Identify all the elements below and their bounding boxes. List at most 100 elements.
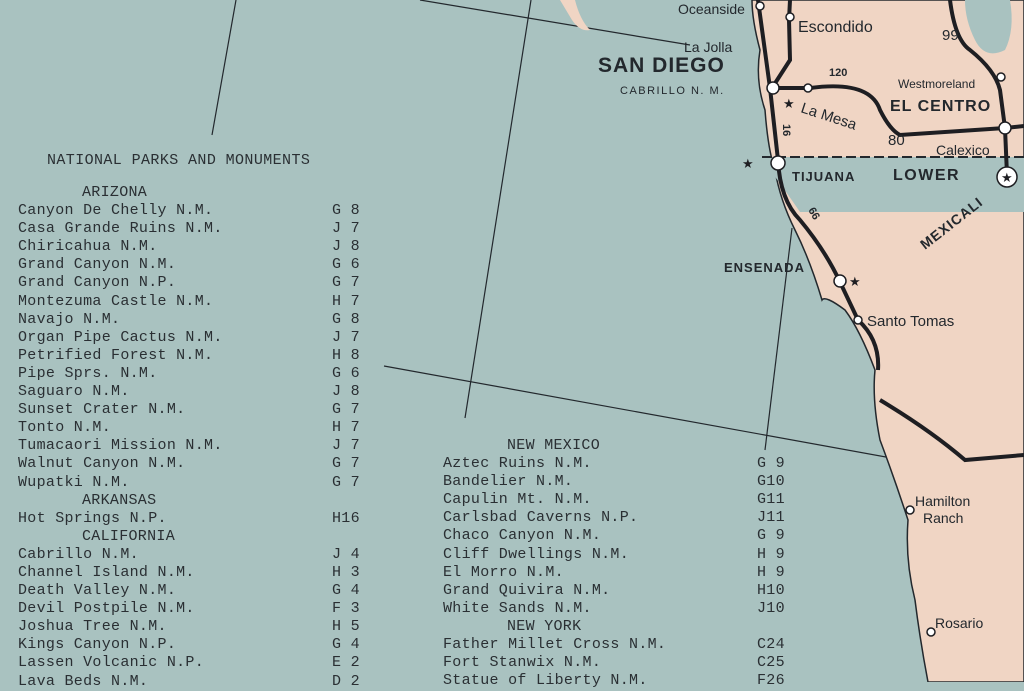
state-heading: ARKANSAS <box>82 491 157 509</box>
park-entry: Devil Postpile N.M. F 3 <box>18 600 378 618</box>
park-name: Chiricahua N.M. <box>18 238 158 256</box>
svg-text:★: ★ <box>1001 171 1013 186</box>
park-name: Carlsbad Caverns N.P. <box>443 509 639 527</box>
svg-text:★: ★ <box>742 157 754 172</box>
route-99-shield: 99 <box>942 27 959 44</box>
grid-code: G 8 <box>332 202 360 220</box>
grid-code: H 9 <box>757 545 785 563</box>
grid-code: F 3 <box>332 600 360 618</box>
grid-code: G 6 <box>332 364 360 382</box>
map-label-ensenada: ENSENADA <box>724 260 805 275</box>
park-name: Saguaro N.M. <box>18 383 130 401</box>
grid-code: J11 <box>757 509 785 527</box>
park-entry: Capulin Mt. N.M. G11 <box>443 491 785 509</box>
grid-code: J 7 <box>332 220 360 238</box>
park-entry: Tonto N.M. H 7 <box>18 419 378 437</box>
park-entry: Sunset Crater N.M. G 7 <box>18 401 378 419</box>
park-entry: Chiricahua N.M. J 8 <box>18 238 378 256</box>
grid-code: H 5 <box>332 618 360 636</box>
route-16-label: 16 <box>780 124 792 136</box>
roads <box>756 0 1024 463</box>
map-label-cabrillo: CABRILLO N. M. <box>620 85 725 97</box>
grid-code: C24 <box>757 636 785 654</box>
park-entry: Navajo N.M. G 8 <box>18 311 378 329</box>
map-label-escondido: Escondido <box>798 19 873 36</box>
lake <box>965 0 1012 54</box>
park-entry: Carlsbad Caverns N.P. J11 <box>443 509 785 527</box>
grid-code: G 6 <box>332 256 360 274</box>
grid-code: G10 <box>757 473 785 491</box>
grid-code: J 7 <box>332 437 360 455</box>
park-name: El Morro N.M. <box>443 563 564 581</box>
park-name: Sunset Crater N.M. <box>18 401 186 419</box>
park-name: Wupatki N.M. <box>18 473 130 491</box>
park-entry: Canyon De Chelly N.M. G 8 <box>18 202 378 220</box>
park-entry: Cliff Dwellings N.M. H 9 <box>443 545 785 564</box>
park-name: Kings Canyon N.P. <box>18 636 177 654</box>
grid-code: G 9 <box>757 455 785 473</box>
park-name: Organ Pipe Cactus N.M. <box>18 328 223 346</box>
park-entry: Grand Canyon N.P. G 7 <box>18 274 378 292</box>
park-entry: Saguaro N.M. J 8 <box>18 383 378 401</box>
grid-code: G11 <box>757 491 785 509</box>
park-name: Grand Canyon N.P. <box>18 274 177 292</box>
park-name: Bandelier N.M. <box>443 473 574 491</box>
park-entry: Statue of Liberty N.M. F26 <box>443 672 785 690</box>
park-entry: Hot Springs N.P. H16 <box>18 510 378 528</box>
grid-code: H 7 <box>332 419 360 437</box>
park-name: Father Millet Cross N.M. <box>443 636 667 654</box>
grid-code: H 7 <box>332 292 360 310</box>
map-label-la-jolla: La Jolla <box>684 39 732 55</box>
park-name: Casa Grande Ruins N.M. <box>18 220 223 238</box>
park-name: Joshua Tree N.M. <box>18 618 167 636</box>
park-name: Tumacaori Mission N.M. <box>18 437 223 455</box>
park-entry: Death Valley N.M. G 4 <box>18 582 378 600</box>
park-entry: Wupatki N.M. G 7 <box>18 474 378 492</box>
park-name: White Sands N.M. <box>443 599 592 617</box>
list-title: NATIONAL PARKS AND MONUMENTS <box>47 152 311 169</box>
park-entry: White Sands N.M. J10 <box>443 599 785 618</box>
parks-list-left: ARIZONA Canyon De Chelly N.M. G 8 Casa Gran… <box>18 184 378 691</box>
park-entry: Montezuma Castle N.M. H 7 <box>18 293 378 311</box>
park-name: Hot Springs N.P. <box>18 509 167 527</box>
grid-code: E 2 <box>332 654 360 672</box>
map-label-hamilton: Hamilton <box>915 493 970 509</box>
park-entry: Grand Canyon N.M. G 6 <box>18 256 378 274</box>
park-name: Cabrillo N.M. <box>18 545 139 563</box>
park-entry: Aztec Ruins N.M. G 9 <box>443 455 785 473</box>
grid-code: H 3 <box>332 563 360 581</box>
svg-text:★: ★ <box>849 275 861 290</box>
grid-code: G 4 <box>332 636 360 654</box>
grid-code: H 9 <box>757 563 785 581</box>
park-entry: Casa Grande Ruins N.M. J 7 <box>18 220 378 238</box>
map-label-el-centro: EL CENTRO <box>890 98 991 115</box>
island-land <box>560 0 590 31</box>
route-66-label: 66 <box>805 206 822 223</box>
park-name: Aztec Ruins N.M. <box>443 455 592 473</box>
map-grid-lines <box>211 0 1024 483</box>
park-entry: Father Millet Cross N.M. C24 <box>443 636 785 654</box>
park-name: Fort Stanwix N.M. <box>443 654 602 672</box>
map-label-calexico: Calexico <box>936 142 990 158</box>
grid-code: G 7 <box>332 473 360 491</box>
park-entry: El Morro N.M. H 9 <box>443 563 785 582</box>
grid-code: J 7 <box>332 328 360 346</box>
park-entry: Organ Pipe Cactus N.M. J 7 <box>18 329 378 347</box>
grid-code: J 8 <box>332 383 360 401</box>
grid-code: J10 <box>757 599 785 617</box>
star-icons: ★ ★ ★ ★ <box>742 97 1013 290</box>
park-entry: Fort Stanwix N.M. C25 <box>443 654 785 672</box>
park-name: Montezuma Castle N.M. <box>18 292 214 310</box>
grid-code: G 9 <box>757 527 785 545</box>
grid-code: J 8 <box>332 238 360 256</box>
park-name: Navajo N.M. <box>18 310 121 328</box>
grid-code: G 7 <box>332 455 360 473</box>
park-entry: Pipe Sprs. N.M. G 6 <box>18 365 378 383</box>
park-entry: Joshua Tree N.M. H 5 <box>18 618 378 636</box>
park-name: Channel Island N.M. <box>18 563 195 581</box>
grid-code: G 4 <box>332 582 360 600</box>
grid-code: G 7 <box>332 401 360 419</box>
park-entry: Cabrillo N.M. J 4 <box>18 546 378 564</box>
state-heading: NEW MEXICO <box>507 437 601 454</box>
park-entry: Channel Island N.M. H 3 <box>18 564 378 582</box>
